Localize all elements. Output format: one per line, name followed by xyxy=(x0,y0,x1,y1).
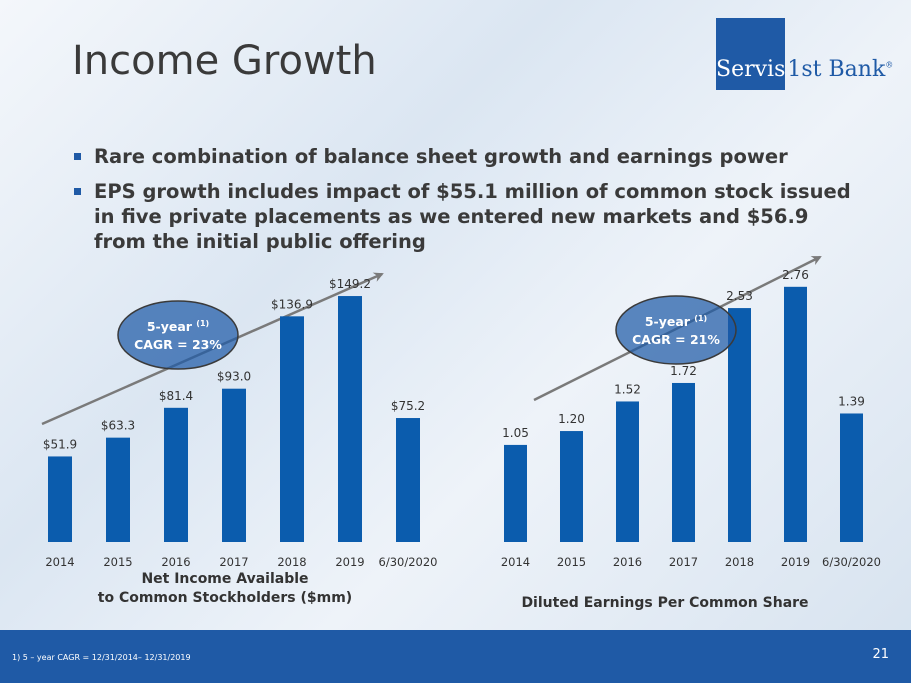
x-tick-label: 2017 xyxy=(219,555,248,569)
x-tick-label: 2014 xyxy=(501,555,530,569)
caption-line: Net Income Available xyxy=(141,571,309,587)
x-tick-label: 2016 xyxy=(613,555,642,569)
x-tick-label: 2019 xyxy=(781,555,810,569)
bar-2014 xyxy=(504,444,527,542)
cagr-callout-label: 5-year (1) xyxy=(147,319,209,334)
footnote: 1) 5 – year CAGR = 12/31/2014– 12/31/201… xyxy=(12,653,191,662)
net-income-chart: $51.9 2014 $63.3 2015 $81.4 2016 $93.0 2017 $136… xyxy=(41,272,438,569)
eps-caption: Diluted Earnings Per Common Share xyxy=(500,594,830,613)
x-tick-label: 2018 xyxy=(725,555,754,569)
x-tick-label: 2019 xyxy=(335,555,364,569)
cagr-callout-label: 5-year (1) xyxy=(645,314,707,329)
data-label: 2.76 xyxy=(782,268,809,282)
data-label: 1.39 xyxy=(838,394,865,408)
bar-2014 xyxy=(48,456,72,542)
data-label: $63.3 xyxy=(101,419,135,433)
net-income-caption: Net Income Available to Common Stockhold… xyxy=(60,570,390,608)
caption-line: Diluted Earnings Per Common Share xyxy=(521,595,809,611)
x-tick-label: 6/30/2020 xyxy=(379,555,438,569)
bar-2019 xyxy=(338,296,362,542)
data-label: $149.2 xyxy=(329,277,371,291)
page-number: 21 xyxy=(872,647,889,662)
x-tick-label: 6/30/2020 xyxy=(822,555,881,569)
slide-title: Income Growth xyxy=(72,38,377,84)
logo-rest-text: 1st Bank xyxy=(787,57,886,82)
cagr-callout-ellipse xyxy=(615,295,737,365)
data-label: 2.53 xyxy=(726,289,753,303)
data-label: 1.20 xyxy=(558,412,585,426)
cagr-callout-line1: 5-year xyxy=(147,319,196,334)
bar-2015 xyxy=(560,431,583,542)
bar-2017 xyxy=(672,382,695,542)
logo-text: 1st Bank® xyxy=(785,57,893,90)
cagr-callout-value: CAGR = 21% xyxy=(632,332,720,347)
cagr-callout-value: CAGR = 23% xyxy=(134,337,222,352)
bar-2019 xyxy=(784,286,807,542)
bullet-item: EPS growth includes impact of $55.1 mill… xyxy=(72,179,862,254)
bar-2016 xyxy=(616,401,639,542)
bar-2017 xyxy=(222,388,246,542)
caption-line: to Common Stockholders ($mm) xyxy=(97,590,353,606)
x-tick-label: 2014 xyxy=(45,555,74,569)
bullet-text: EPS growth includes impact of $55.1 mill… xyxy=(94,180,851,253)
bullet-item: Rare combination of balance sheet growth… xyxy=(72,144,862,169)
x-tick-label: 2015 xyxy=(557,555,586,569)
bullet-list: Rare combination of balance sheet growth… xyxy=(72,144,862,264)
logo-registered-mark: ® xyxy=(885,60,894,70)
bullet-text: Rare combination of balance sheet growth… xyxy=(94,145,788,168)
bar-2016 xyxy=(164,407,188,542)
bullet-square-icon xyxy=(74,188,81,195)
eps-chart: 1.05 2014 1.20 2015 1.52 2016 1.72 2017 2.53 2018… xyxy=(501,255,881,569)
bullet-square-icon xyxy=(74,153,81,160)
data-label: 1.72 xyxy=(670,364,697,378)
data-label: 1.05 xyxy=(502,426,529,440)
bar-6-30-2020 xyxy=(840,413,863,542)
x-tick-label: 2015 xyxy=(103,555,132,569)
bar-2018 xyxy=(728,308,751,542)
cagr-callout-footnote-ref: (1) xyxy=(196,319,209,328)
data-label: $93.0 xyxy=(217,370,251,384)
x-tick-label: 2016 xyxy=(161,555,190,569)
x-tick-label: 2018 xyxy=(277,555,306,569)
data-label: 1.52 xyxy=(614,382,641,396)
bar-6-30-2020 xyxy=(396,418,420,542)
bar-2015 xyxy=(106,437,130,542)
data-label: $75.2 xyxy=(391,399,425,413)
data-label: $136.9 xyxy=(271,297,313,311)
bar-2018 xyxy=(280,316,304,542)
footer-bar: 1) 5 – year CAGR = 12/31/2014– 12/31/201… xyxy=(0,630,911,683)
cagr-callout-ellipse xyxy=(117,300,239,370)
bank-logo: Servis 1st Bank® xyxy=(716,18,893,90)
cagr-callout-footnote-ref: (1) xyxy=(694,314,707,323)
cagr-callout-line1: 5-year xyxy=(645,314,694,329)
logo-box: Servis xyxy=(716,18,786,90)
data-label: $51.9 xyxy=(43,437,77,451)
x-tick-label: 2017 xyxy=(669,555,698,569)
data-label: $81.4 xyxy=(159,389,193,403)
